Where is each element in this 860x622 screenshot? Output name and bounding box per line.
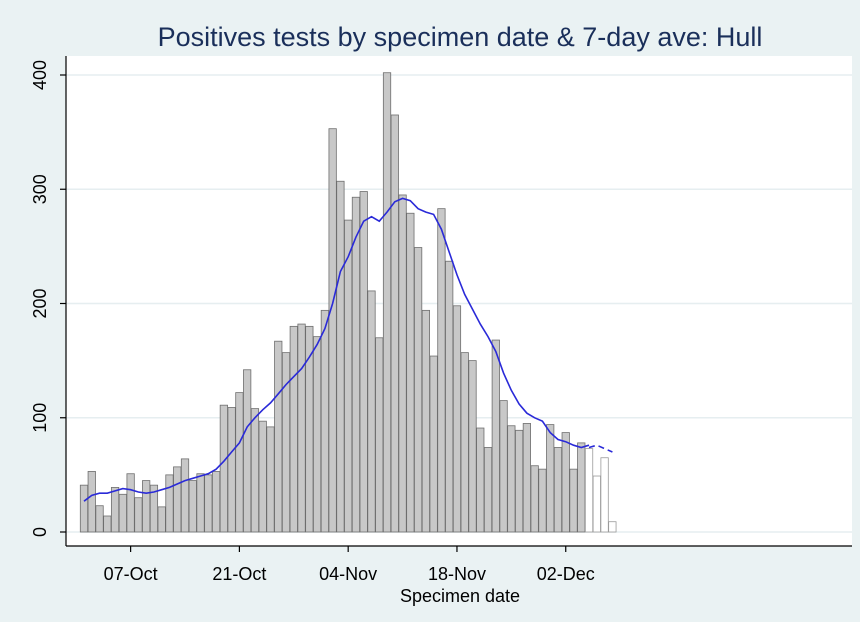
bar: [227, 407, 236, 533]
bar: [499, 400, 508, 533]
bar: [274, 340, 283, 533]
bar: [577, 442, 586, 533]
axes: [65, 56, 852, 547]
bar: [452, 305, 462, 533]
bar: [359, 191, 368, 533]
bar: [312, 336, 322, 533]
x-tick-label: 21-Oct: [212, 564, 266, 584]
bar: [211, 471, 221, 533]
seven-day-average-projected-line: [588, 444, 613, 453]
x-axis-ticks: 07-Oct 21-Oct 04-Nov 18-Nov 02-Dec: [104, 546, 595, 584]
bar: [173, 466, 182, 533]
bar: [297, 323, 306, 533]
bar: [235, 392, 244, 533]
bar: [157, 506, 166, 533]
bar: [336, 180, 345, 533]
bar: [118, 493, 127, 533]
bar: [367, 290, 376, 533]
x-tick-label: 18-Nov: [428, 564, 486, 584]
bar: [483, 447, 493, 533]
bar: [250, 408, 260, 533]
bar: [95, 505, 104, 533]
seven-day-average-line: [83, 197, 590, 502]
y-axis-ticks: 0 100 200 300 400: [30, 60, 66, 537]
bar: [196, 473, 205, 533]
bar: [142, 480, 151, 533]
chart-title: Positives tests by specimen date & 7-day…: [158, 22, 763, 52]
bar: [592, 475, 601, 533]
bar: [180, 458, 190, 533]
x-tick-label: 02-Dec: [537, 564, 595, 584]
bar: [600, 457, 609, 533]
y-tick-label: 200: [30, 288, 50, 318]
bar: [491, 339, 500, 533]
bar: [103, 515, 112, 533]
bar: [87, 471, 96, 533]
bar: [476, 427, 485, 533]
bar: [421, 309, 430, 533]
moving-average-line: [83, 197, 613, 502]
bar: [281, 352, 291, 533]
bar: [468, 360, 477, 533]
bar: [110, 487, 120, 533]
bar: [429, 355, 438, 533]
bar: [328, 128, 337, 533]
bar: [258, 420, 267, 533]
bar: [414, 247, 423, 533]
bar: [126, 473, 135, 533]
bar: [546, 424, 555, 533]
bar: [344, 219, 353, 533]
bar: [398, 194, 407, 533]
y-tick-label: 0: [30, 527, 50, 537]
bar: [204, 474, 213, 533]
bar: [289, 325, 298, 533]
bar: [406, 212, 415, 533]
bar: [538, 468, 547, 533]
bar: [561, 432, 570, 533]
bar: [320, 309, 329, 533]
bar: [134, 497, 143, 533]
bar: [266, 426, 275, 533]
bar: [460, 352, 469, 533]
bars: [79, 72, 617, 533]
bar: [243, 369, 252, 533]
bar: [584, 448, 594, 533]
bar: [382, 72, 392, 533]
x-tick-label: 07-Oct: [104, 564, 158, 584]
bar: [507, 425, 516, 533]
bar: [530, 465, 539, 533]
bar: [390, 114, 399, 533]
bar: [522, 423, 531, 533]
bar: [445, 260, 454, 533]
bar: [608, 521, 617, 533]
bar: [79, 484, 89, 533]
bar: [351, 196, 361, 533]
y-tick-label: 400: [30, 60, 50, 90]
x-axis-title: Specimen date: [400, 586, 520, 606]
bar: [569, 468, 578, 533]
bar: [515, 429, 524, 533]
bar: [375, 337, 384, 533]
bar: [188, 480, 197, 533]
bar: [219, 404, 228, 533]
y-tick-label: 300: [30, 174, 50, 204]
bar: [165, 474, 174, 533]
y-tick-label: 100: [30, 403, 50, 433]
x-tick-label: 04-Nov: [319, 564, 377, 584]
bar: [553, 447, 563, 533]
bar: [437, 208, 446, 533]
